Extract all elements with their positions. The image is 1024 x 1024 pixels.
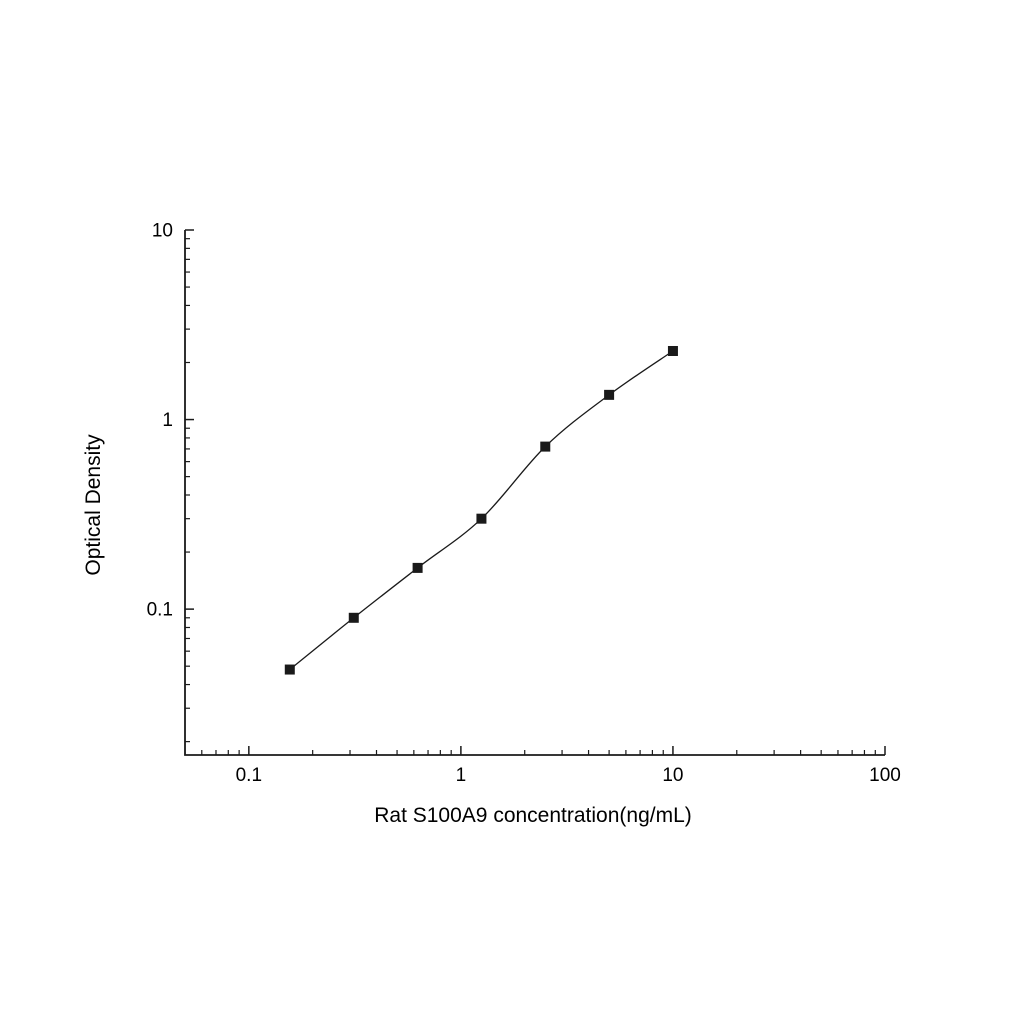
- x-tick-label: 10: [662, 765, 683, 786]
- data-point-marker: [412, 562, 423, 573]
- y-tick-label: 0.1: [147, 600, 173, 621]
- data-point-marker: [604, 389, 615, 400]
- data-point-marker: [667, 345, 678, 356]
- generated-plot-group: 0.1 1 10 100 0.1 1 10: [147, 221, 901, 787]
- x-tick-label: 100: [869, 765, 901, 786]
- fit-curve: [289, 350, 674, 671]
- x-axis-title: Rat S100A9 concentration(ng/mL): [374, 804, 692, 827]
- x-tick-label: 0.1: [236, 765, 262, 786]
- y-tick-label: 10: [152, 221, 173, 242]
- data-point-marker: [284, 664, 295, 675]
- x-tick-label: 1: [456, 765, 467, 786]
- y-axis-title: Optical Density: [82, 434, 105, 576]
- y-tick-label: 1: [162, 410, 173, 431]
- data-point-marker: [540, 441, 551, 452]
- axis-spines: [184, 230, 885, 756]
- data-point-marker: [476, 513, 487, 524]
- data-point-marker: [348, 612, 359, 623]
